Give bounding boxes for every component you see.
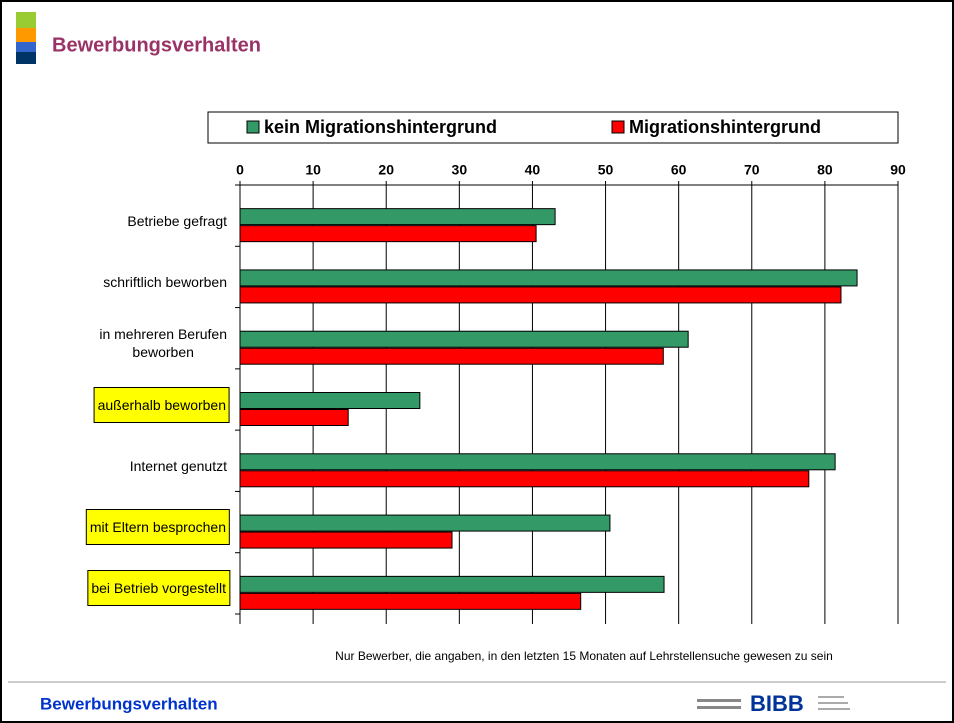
- x-tick-label: 80: [817, 162, 833, 178]
- x-tick-label: 50: [598, 162, 614, 178]
- logo-line: [697, 699, 741, 702]
- bar: [239, 208, 556, 226]
- footer-title: Bewerbungsverhalten: [40, 694, 218, 713]
- logo-line: [697, 706, 741, 709]
- logo-text: BIBB: [750, 691, 804, 716]
- deco: [16, 28, 36, 42]
- bar: [239, 575, 665, 593]
- x-tick-label: 10: [305, 162, 321, 178]
- y-tick-label: in mehreren Berufen beworben: [99, 326, 227, 361]
- bar: [239, 269, 858, 287]
- y-tick-label: bei Betrieb vorgestellt: [87, 570, 230, 607]
- legend-swatch: [611, 120, 625, 134]
- x-tick-label: 90: [890, 162, 906, 178]
- legend-swatch: [246, 120, 260, 134]
- bar: [239, 470, 810, 488]
- note: Nur Bewerber, die angaben, in den letzte…: [335, 649, 833, 663]
- y-tick-label: außerhalb beworben: [93, 386, 230, 423]
- y-tick-label: Internet genutzt: [129, 457, 227, 474]
- bar: [239, 531, 453, 549]
- deco: [16, 52, 36, 64]
- legend-label: Migrationshintergrund: [629, 117, 821, 137]
- x-tick-label: 0: [236, 162, 244, 178]
- bar: [239, 330, 689, 348]
- y-tick-label: Betriebe gefragt: [127, 212, 227, 229]
- legend-label: kein Migrationshintergrund: [264, 117, 497, 137]
- x-tick-label: 70: [744, 162, 760, 178]
- bar: [239, 592, 582, 610]
- bar: [239, 453, 836, 471]
- x-tick-label: 30: [452, 162, 468, 178]
- x-tick-label: 20: [378, 162, 394, 178]
- logo-line: [818, 708, 850, 710]
- bar: [239, 514, 611, 532]
- y-tick-label: mit Eltern besprochen: [85, 509, 230, 546]
- logo: BIBB: [697, 691, 850, 716]
- y-tick-label: schriftlich beworben: [103, 273, 227, 290]
- deco: [16, 42, 36, 52]
- bar: [239, 409, 349, 426]
- bar: [239, 347, 664, 365]
- logo-line: [818, 696, 844, 698]
- x-tick-label: 60: [671, 162, 687, 178]
- slide-title: Bewerbungsverhalten: [52, 34, 261, 56]
- logo-line: [818, 702, 848, 704]
- deco: [16, 12, 36, 28]
- bar: [239, 392, 421, 409]
- bar: [239, 286, 842, 304]
- legend-box: [207, 111, 899, 144]
- x-tick-label: 40: [525, 162, 541, 178]
- bar: [239, 225, 537, 243]
